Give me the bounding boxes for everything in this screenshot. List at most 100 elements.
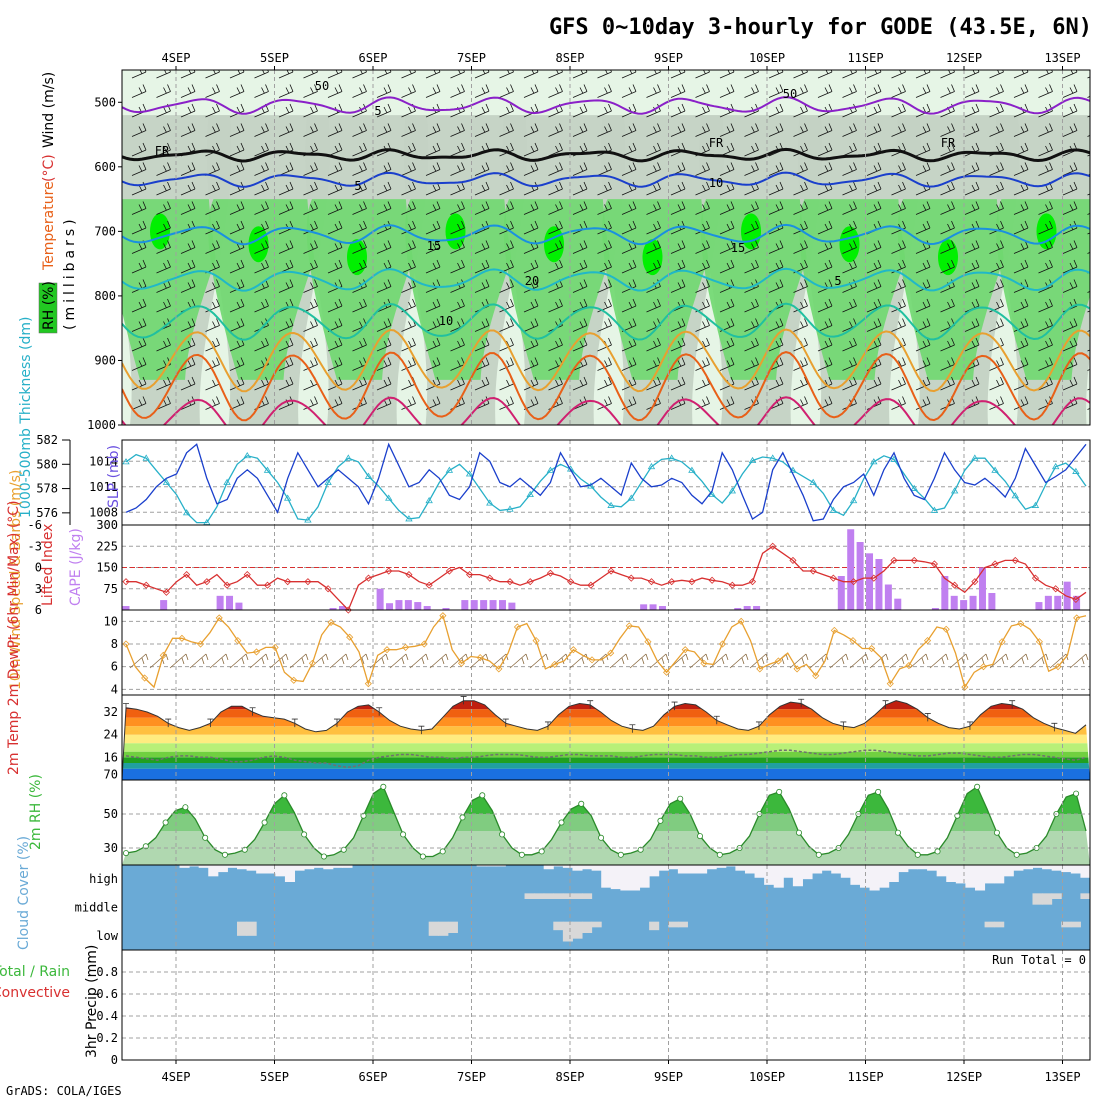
wind-barb	[817, 220, 833, 235]
wind10m-tick-label: 10	[104, 614, 118, 628]
wind-barb	[180, 240, 196, 254]
wind-barb	[131, 201, 147, 215]
wind-barb	[866, 376, 882, 391]
cape-bar	[489, 600, 497, 610]
wind-barb	[646, 123, 661, 137]
rh2m-point	[320, 853, 327, 860]
wind-barb	[842, 240, 857, 254]
wind10m-point	[681, 646, 689, 654]
lifted-index-point	[607, 567, 615, 575]
wind-barb	[817, 259, 833, 274]
lifted-index-point	[829, 574, 837, 582]
wind-barb	[254, 201, 269, 215]
wind-barb	[646, 201, 661, 215]
cloud-gap-middle	[1051, 893, 1062, 899]
wind-barb	[940, 376, 955, 391]
temp2m-tick-label: 24	[104, 728, 118, 742]
wind-barb	[450, 162, 465, 176]
wind-barb	[842, 201, 857, 215]
wind10m-barb	[1009, 653, 1029, 669]
temp2m-line	[121, 700, 1087, 781]
wind-barb	[278, 123, 294, 137]
wind10m-tick-label: 8	[111, 637, 118, 651]
wind10m-point	[737, 617, 745, 625]
wind-barb	[646, 298, 661, 313]
wind-barb	[744, 142, 759, 157]
wind-barb	[768, 181, 784, 196]
lifted-index-point	[890, 556, 898, 564]
wind-barb	[866, 201, 882, 215]
wind-barb	[695, 240, 710, 254]
wind10m-barb	[349, 653, 369, 669]
wind-barb	[205, 337, 220, 352]
rh-saturated-core	[150, 213, 170, 250]
wind-barb	[1038, 162, 1053, 176]
dewpoint-line	[125, 749, 1087, 769]
cloud-gap-high	[275, 865, 286, 877]
thickness-point	[1011, 492, 1019, 499]
isotherm-5	[122, 171, 1090, 188]
wind-barb	[376, 84, 392, 98]
wind10m-point	[756, 665, 764, 673]
temp-max-whisker	[376, 707, 383, 716]
wind-barb	[303, 259, 318, 274]
lifted-index-line	[122, 542, 1087, 614]
wind-barb	[670, 240, 686, 254]
wind-barb	[621, 376, 637, 391]
wind-barb	[401, 142, 416, 157]
wind10m-barb	[169, 653, 189, 669]
wind-barb	[817, 162, 833, 176]
wind-barb	[1013, 357, 1029, 371]
wind-barb	[915, 220, 931, 235]
cape-bar	[856, 542, 864, 610]
wind-barb	[229, 318, 245, 332]
wind-barb	[548, 240, 563, 254]
wind10m-point	[420, 640, 428, 648]
cape-bar	[866, 553, 874, 610]
rh2m-point	[162, 819, 169, 826]
cloud-gap-high	[668, 865, 679, 870]
isotherm-15	[122, 267, 1090, 292]
wind-barb	[744, 337, 759, 352]
wind-barb	[352, 142, 367, 157]
cape-bar	[649, 604, 657, 610]
wind-barb	[548, 259, 563, 274]
wind-barb	[205, 279, 220, 293]
wind-barb	[793, 181, 808, 196]
wind-barb	[793, 70, 808, 79]
cloud-gap-high	[1042, 865, 1053, 870]
wind-barb	[180, 259, 196, 274]
cloud-gap-low	[237, 921, 248, 936]
wind-barb	[352, 84, 367, 98]
wind10m-point	[402, 643, 410, 651]
bottom-date-label: 7SEP	[457, 1070, 486, 1084]
wind-barb	[180, 318, 196, 332]
wind-barb	[180, 181, 196, 196]
wind-legend-label: Wind (m/s)	[41, 72, 57, 148]
cape-bar	[423, 606, 431, 610]
wind-barb	[327, 123, 343, 137]
wind-barb	[989, 259, 1004, 274]
cape-bar	[470, 600, 478, 610]
wind-barb	[303, 357, 318, 371]
lifted-index-point	[910, 556, 918, 564]
wind-barb	[450, 357, 465, 371]
wind-barb	[523, 220, 539, 235]
wind-barb	[131, 123, 147, 137]
wind-barb	[303, 240, 318, 254]
isotherm-20	[122, 302, 1090, 341]
wind-barb	[670, 181, 686, 196]
wind-barb	[793, 376, 808, 391]
wind-barb	[352, 162, 367, 176]
cloud-gap-high	[543, 865, 554, 870]
cape-bar	[122, 606, 130, 610]
wind-barb	[450, 337, 465, 352]
thickness-axis-label: 1000-500mb Thickness (dm)	[18, 317, 34, 518]
thickness-point	[182, 509, 191, 516]
wind10m-point	[868, 644, 876, 653]
cloud-gap-low	[428, 921, 439, 936]
temp-band	[122, 768, 1090, 780]
cloud-gap-high	[639, 865, 650, 888]
thickness-point	[243, 452, 251, 459]
wind-barb	[474, 123, 490, 137]
